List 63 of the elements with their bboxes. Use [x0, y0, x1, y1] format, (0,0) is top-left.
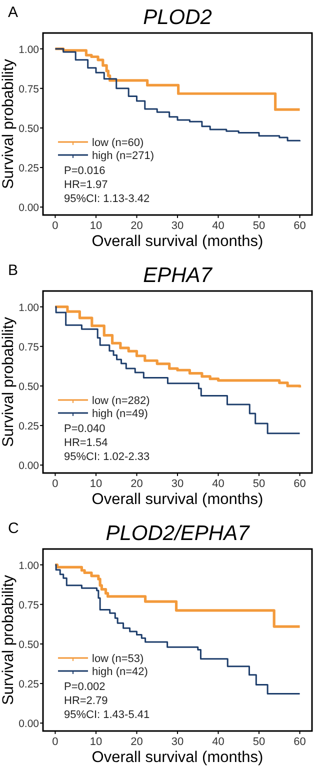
- x-tick-label: 40: [212, 478, 224, 490]
- x-axis-title: Overall survival (months): [92, 491, 264, 508]
- x-axis-title: Overall survival (months): [92, 749, 264, 766]
- legend-label: high (n=42): [92, 666, 148, 678]
- x-tick-label: 40: [212, 736, 224, 748]
- y-tick-label: 1.00: [18, 560, 40, 572]
- x-tick-label: 0: [52, 478, 58, 490]
- y-tick-label: 0.50: [18, 122, 40, 135]
- y-tick-label: 0.00: [18, 460, 40, 472]
- legend-label: low (n=60): [92, 137, 144, 149]
- x-tick-label: 60: [294, 478, 306, 490]
- y-tick-label: 0.25: [18, 678, 40, 691]
- text: A: [8, 4, 18, 21]
- x-axis-title: Overall survival (months): [92, 233, 264, 250]
- y-tick-label: 0.00: [18, 202, 40, 214]
- chart-title: PLOD2: [143, 6, 212, 29]
- x-tick-label: 30: [171, 478, 184, 490]
- x-tick-label: 30: [171, 220, 184, 232]
- x-tick-label: 10: [90, 736, 102, 748]
- y-axis-title: Survival probability: [0, 58, 17, 190]
- y-tick-label: 1.00: [18, 302, 40, 314]
- x-tick-label: 40: [212, 220, 224, 232]
- x-tick-label: 50: [252, 220, 266, 232]
- y-tick-label: 0.75: [18, 83, 40, 96]
- x-tick-label: 0: [52, 220, 58, 232]
- text: C: [8, 520, 19, 537]
- y-tick-label: 0.75: [18, 341, 40, 354]
- chart-title: PLOD2/EPHA7: [106, 522, 251, 545]
- annotation: 95%CI: 1.43-5.41: [64, 709, 150, 721]
- y-tick-label: 0.50: [18, 380, 40, 393]
- y-tick-label: 0.75: [18, 599, 40, 612]
- legend-label: low (n=53): [92, 653, 144, 665]
- legend-label: high (n=49): [92, 408, 148, 420]
- y-tick-label: 0.25: [18, 162, 40, 175]
- y-tick-label: 0.50: [18, 638, 40, 651]
- annotation: HR=1.97: [64, 179, 108, 191]
- annotation: 95%CI: 1.13-3.42: [64, 193, 150, 205]
- x-tick-label: 50: [252, 736, 266, 748]
- annotation: P=0.002: [64, 681, 106, 693]
- annotation: P=0.040: [64, 423, 106, 435]
- annotation: HR=1.54: [64, 437, 108, 449]
- text: B: [8, 262, 18, 279]
- x-tick-label: 20: [130, 478, 143, 490]
- annotation: HR=2.79: [64, 695, 108, 707]
- x-tick-label: 20: [130, 736, 143, 748]
- x-tick-label: 50: [252, 478, 266, 490]
- x-tick-label: 60: [294, 220, 306, 232]
- legend-label: high (n=271): [92, 150, 154, 162]
- x-tick-label: 60: [294, 736, 306, 748]
- annotation: P=0.016: [64, 165, 106, 177]
- annotation: 95%CI: 1.02-2.33: [64, 451, 150, 463]
- y-tick-label: 0.25: [18, 420, 40, 433]
- y-axis-title: Survival probability: [0, 574, 17, 706]
- x-tick-label: 10: [90, 478, 102, 490]
- y-tick-label: 1.00: [18, 44, 40, 56]
- x-tick-label: 10: [90, 220, 102, 232]
- y-tick-label: 0.00: [18, 718, 40, 730]
- y-axis-title: Survival probability: [0, 316, 17, 448]
- legend-label: low (n=282): [92, 395, 150, 407]
- chart-title: EPHA7: [143, 264, 214, 287]
- x-tick-label: 30: [171, 736, 184, 748]
- x-tick-label: 0: [52, 736, 58, 748]
- x-tick-label: 20: [130, 220, 143, 232]
